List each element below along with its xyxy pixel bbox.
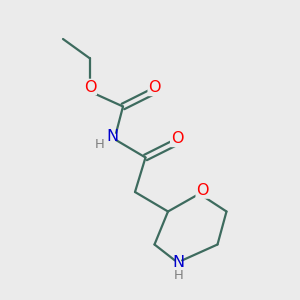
Text: O: O <box>171 131 183 146</box>
Text: N: N <box>172 255 184 270</box>
Text: N: N <box>106 129 119 144</box>
Text: O: O <box>84 80 96 94</box>
Text: O: O <box>196 183 209 198</box>
Text: H: H <box>95 137 105 151</box>
Text: H: H <box>174 269 183 282</box>
Text: O: O <box>148 80 161 95</box>
